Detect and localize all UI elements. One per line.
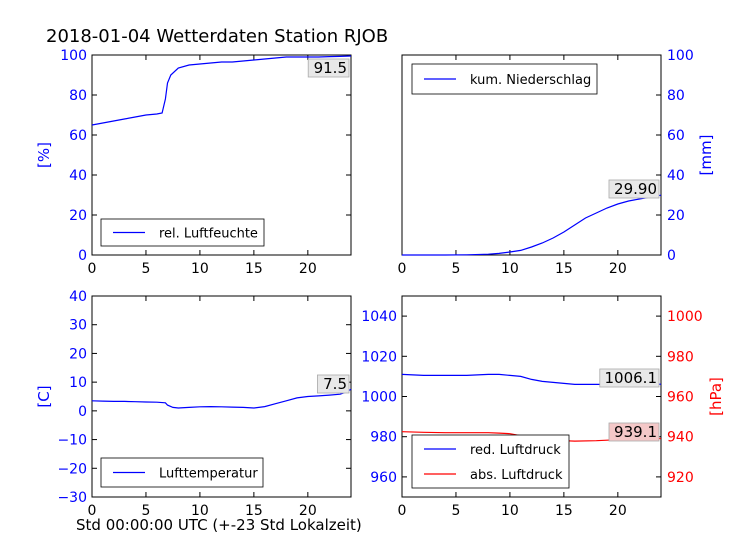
y-tick-label: −30 [57, 490, 87, 506]
y-tick-label: 40 [667, 168, 685, 184]
y-tick-label: 40 [69, 289, 87, 305]
x-tick-label: 0 [398, 503, 407, 519]
y-tick-label: 10 [69, 375, 87, 391]
x-tick-label: 10 [501, 503, 519, 519]
y-tick-label: 100 [667, 48, 694, 64]
x-tick-label: 5 [451, 503, 460, 519]
series-line-precipitation-0 [402, 194, 662, 256]
y2-tick-label: 980 [667, 349, 694, 365]
y-tick-label: 20 [69, 346, 87, 362]
y2-tick-label: 1000 [667, 309, 703, 325]
x-tick-label: 15 [245, 503, 263, 519]
y2-tick-label: 920 [667, 470, 694, 486]
x-tick-label: 15 [555, 261, 573, 277]
x-tick-label: 20 [609, 261, 627, 277]
x-tick-label: 5 [451, 261, 460, 277]
y-tick-label: 60 [69, 128, 87, 144]
legend-box-pressure [411, 434, 570, 489]
x-tick-label: 20 [299, 261, 317, 277]
x-tick-label: 5 [141, 261, 150, 277]
legend-label: abs. Luftdruck [470, 468, 563, 483]
value-annotation-temperature: 7.5 [323, 375, 347, 393]
y-tick-label: 1040 [361, 309, 397, 325]
y-tick-label: 80 [667, 88, 685, 104]
value-annotation2-pressure: 939.1 [614, 423, 657, 441]
y-axis-label: [C] [35, 385, 53, 407]
panel-humidity: 0 5 10 15 20 0 20 40 60 80 100 [%] rel. Luftfeuchte 9… [35, 48, 352, 277]
value-annotation-pressure: 1006.1 [605, 369, 658, 387]
y2-tick-label: 960 [667, 390, 694, 406]
y-axis-label: [mm] [697, 135, 715, 176]
value-annotation-humidity: 91.5 [314, 59, 347, 77]
y-tick-label: −20 [57, 461, 87, 477]
y-tick-label: 40 [69, 168, 87, 184]
value-annotation-pressure-box [599, 368, 660, 388]
x-tick-label: 20 [299, 503, 317, 519]
x-tick-label: 10 [191, 503, 209, 519]
legend-label: kum. Niederschlag [470, 73, 591, 88]
y-tick-label: 1020 [361, 349, 397, 365]
y-axis-label: [%] [35, 142, 53, 168]
y-tick-label: −10 [57, 433, 87, 449]
figure-title: 2018-01-04 Wetterdaten Station RJOB [46, 26, 389, 47]
x-tick-label: 0 [88, 261, 97, 277]
legend-label: rel. Luftfeuchte [159, 227, 258, 242]
x-tick-label: 0 [398, 261, 407, 277]
panel-pressure: 0 5 10 15 20 960 980 1000 1020 1040 920 940 960 980 10… [361, 295, 725, 519]
value-annotation-precipitation-box [608, 179, 660, 199]
value-annotation2-pressure-box [608, 422, 660, 442]
y-tick-label: 1000 [361, 390, 397, 406]
x-tick-label: 10 [501, 261, 519, 277]
x-tick-label: 20 [609, 503, 627, 519]
x-tick-label: 0 [88, 503, 97, 519]
x-tick-label: 15 [555, 503, 573, 519]
y-tick-label: 960 [370, 470, 397, 486]
panel-temperature: 0 5 10 15 20 −30 −20 −10 0 10 20 30 40 [C] Lufttempera… [35, 289, 352, 519]
x-axis-caption: Std 00:00:00 UTC (+-23 Std Lokalzeit) [76, 516, 362, 534]
y-tick-label: 0 [78, 404, 87, 420]
x-tick-label: 5 [141, 503, 150, 519]
y-tick-label: 0 [667, 248, 676, 264]
legend-label: red. Luftdruck [470, 443, 561, 458]
panel-precipitation: 0 5 10 15 20 0 20 40 60 80 100 [mm] kum. Niederschla… [398, 48, 715, 277]
series-line-temperature-0 [91, 388, 352, 409]
y-tick-label: 80 [69, 88, 87, 104]
value-annotation-precipitation: 29.90 [614, 180, 657, 198]
y-tick-label: 0 [78, 248, 87, 264]
y-tick-label: 60 [667, 128, 685, 144]
value-annotation-temperature-box [316, 374, 350, 394]
y-tick-label: 20 [69, 208, 87, 224]
series-line-humidity-0 [91, 55, 352, 126]
y2-axis-label: [hPa] [707, 377, 725, 416]
legend-label: Lufttemperatur [159, 467, 258, 482]
y-tick-label: 30 [69, 318, 87, 334]
y2-tick-label: 940 [667, 430, 694, 446]
x-tick-label: 15 [245, 261, 263, 277]
value-annotation-humidity-box [307, 58, 350, 78]
y-tick-label: 100 [60, 48, 87, 64]
y-tick-label: 20 [667, 208, 685, 224]
x-tick-label: 10 [191, 261, 209, 277]
y-tick-label: 980 [370, 430, 397, 446]
